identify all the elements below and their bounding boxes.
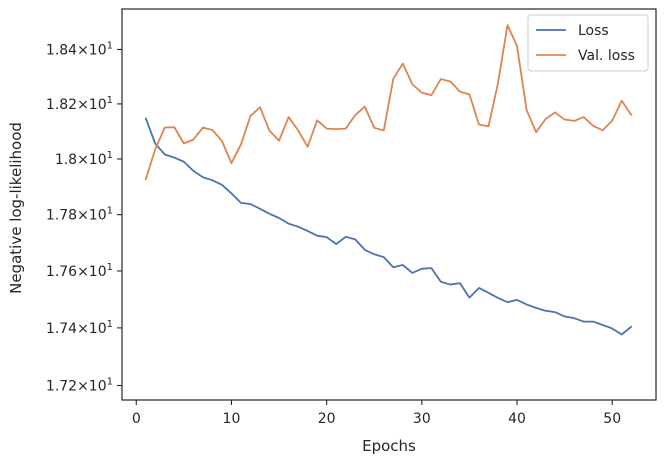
x-axis: 0 10 20 30 40 50 bbox=[132, 400, 621, 427]
x-tick-label: 10 bbox=[223, 411, 241, 427]
y-tick-label: 1.84×101 bbox=[46, 40, 113, 58]
y-tick-label: 1.8×101 bbox=[55, 150, 113, 168]
x-tick-label: 0 bbox=[132, 411, 141, 427]
series-layer bbox=[144, 24, 633, 336]
y-axis: 1.72×101 1.74×101 1.76×101 1.78×101 1.8×101 1… bbox=[46, 40, 122, 394]
legend: Loss Val. loss bbox=[527, 14, 649, 72]
legend-box bbox=[527, 14, 649, 72]
legend-label-val-loss: Val. loss bbox=[578, 48, 635, 64]
y-axis-label: Negative log-likelihood bbox=[7, 122, 25, 294]
x-axis-label: Epochs bbox=[362, 437, 416, 455]
y-tick-label: 1.78×101 bbox=[46, 206, 113, 224]
y-tick-label: 1.82×101 bbox=[46, 95, 113, 113]
series-line-loss bbox=[144, 117, 633, 336]
y-tick-label: 1.74×101 bbox=[46, 319, 113, 337]
plot-frame bbox=[121, 8, 657, 401]
series-line-val-loss bbox=[144, 24, 633, 181]
y-tick-label: 1.72×101 bbox=[46, 376, 113, 394]
legend-label-loss: Loss bbox=[578, 23, 609, 39]
x-tick-label: 30 bbox=[413, 411, 431, 427]
y-tick-label: 1.76×101 bbox=[46, 262, 113, 280]
x-tick-label: 40 bbox=[508, 411, 526, 427]
x-tick-label: 50 bbox=[603, 411, 621, 427]
x-tick-label: 20 bbox=[318, 411, 336, 427]
